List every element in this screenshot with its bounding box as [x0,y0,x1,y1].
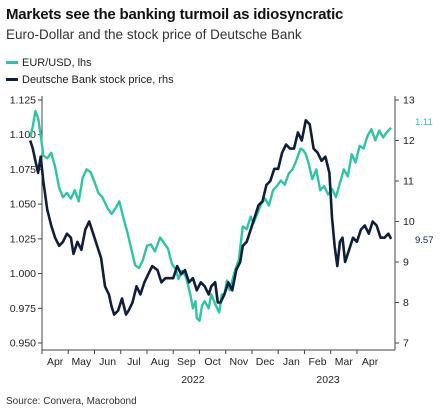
y-left-tick-label: 1.025 [10,233,36,245]
y-right-tick-label: 9 [403,257,409,269]
x-tick-label: Feb [309,356,327,368]
x-tick-label: Oct [204,356,220,368]
y-left-tick-label: 0.975 [10,303,36,315]
y-right-tick-label: 7 [403,338,409,350]
last-value-db: 9.57 [415,235,434,246]
y-left-tick-label: 0.950 [10,338,36,350]
legend-label-eurusd: EUR/USD, lhs [22,57,92,69]
y-left-tick-label: 1.125 [10,95,36,107]
series-line-db [28,119,393,316]
year-label-2023: 2023 [316,374,340,386]
legend-swatch-db [6,77,18,81]
y-left-tick-label: 1.050 [10,199,36,211]
legend-label-db: Deutsche Bank stock price, rhs [22,74,174,86]
y-right-tick-label: 12 [403,135,415,147]
x-tick-label: Dec [256,356,275,368]
legend-item-db: Deutsche Bank stock price, rhs [6,74,306,86]
y-right-tick-label: 11 [403,176,414,188]
x-tick-label: Nov [229,356,248,368]
y-left-tick-label: 1.000 [10,268,36,280]
y-right-tick-label: 10 [403,216,415,228]
last-value-eurusd: 1.11 [415,117,433,128]
x-tick-label: Apr [362,356,379,368]
y-right-tick-label: 8 [403,297,409,309]
x-tick-label: Mar [335,356,354,368]
legend-swatch-eurusd [6,60,18,64]
x-tick-label: Apr [47,356,64,368]
x-tick-label: Aug [151,356,170,368]
chart-title: Markets see the banking turmoil as idios… [6,6,344,23]
x-tick-label: Sep [177,356,196,368]
chart-subtitle: Euro-Dollar and the stock price of Deuts… [6,27,302,42]
x-tick-label: May [71,356,92,368]
legend-item-eurusd: EUR/USD, lhs [6,57,306,69]
y-left-tick-label: 1.075 [10,164,36,176]
y-right-tick-label: 13 [403,95,415,107]
x-tick-label: Jul [127,356,140,368]
y-left-tick-label: 1.100 [10,129,36,141]
series-line-eurusd [29,109,392,322]
x-tick-label: Jan [283,356,300,368]
x-tick-label: Jun [99,356,116,368]
year-label-2022: 2022 [181,374,205,386]
source-note: Source: Convera, Macrobond [6,396,137,407]
